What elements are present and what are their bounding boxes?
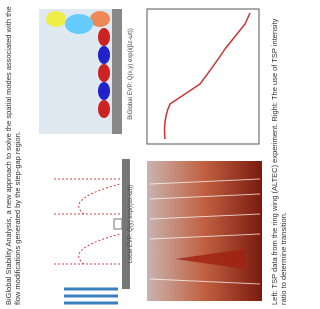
intensity-plot <box>147 9 259 144</box>
tsp-panels <box>145 0 265 309</box>
local-label: Local EVP: Q(y) exp(i(αx-ωt)) <box>128 149 134 299</box>
caption-top: BiGlobal Stability Analysis, a new appro… <box>4 5 22 305</box>
biglobal-contour <box>39 9 122 134</box>
figure: BiGlobal Stability Analysis, a new appro… <box>0 0 298 309</box>
page: {"caption_top": "BiGlobal Stability Anal… <box>0 0 298 309</box>
local-diagram <box>54 159 130 303</box>
biglobal-label: BiGlobal EVP: Q(x,y) exp(i(βz-ωt)) <box>128 4 134 144</box>
caption-bottom: Left: TSP data from the ring wing (ALTEC… <box>270 5 288 305</box>
